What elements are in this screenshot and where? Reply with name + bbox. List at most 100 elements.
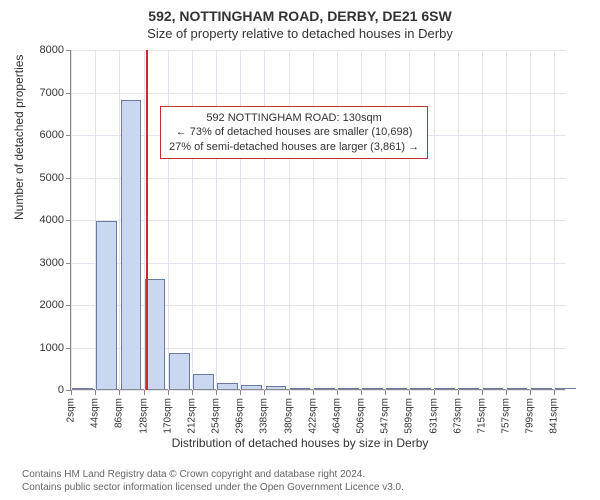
xtick-label: 589sqm [404, 398, 415, 434]
gridline-h [71, 390, 566, 391]
histogram-bar [434, 388, 455, 389]
histogram-bar [410, 388, 431, 389]
xtick [385, 390, 386, 395]
gridline-v [71, 50, 72, 390]
gridline-v [458, 50, 459, 390]
ytick-label: 2000 [24, 299, 64, 311]
xtick [458, 390, 459, 395]
xtick-label: 296sqm [235, 398, 246, 434]
annotation-box: 592 NOTTINGHAM ROAD: 130sqm ← 73% of det… [160, 106, 428, 159]
xtick-label: 212sqm [186, 398, 197, 434]
histogram-bar [121, 100, 142, 389]
gridline-v [530, 50, 531, 390]
gridline-v [385, 50, 386, 390]
gridline-v [434, 50, 435, 390]
xtick-label: 506sqm [356, 398, 367, 434]
ytick-label: 4000 [24, 214, 64, 226]
xtick-label: 631sqm [428, 398, 439, 434]
xtick-label: 2sqm [66, 398, 77, 422]
xtick [313, 390, 314, 395]
xtick [482, 390, 483, 395]
xtick-label: 715sqm [476, 398, 487, 434]
xaxis-title: Distribution of detached houses by size … [0, 436, 600, 450]
xtick-label: 44sqm [90, 398, 101, 428]
gridline-v [506, 50, 507, 390]
annotation-line2: ← 73% of detached houses are smaller (10… [169, 125, 419, 139]
gridline-v [216, 50, 217, 390]
plot-area: 2sqm44sqm86sqm128sqm170sqm212sqm254sqm29… [70, 50, 565, 390]
histogram-bar [386, 388, 407, 389]
gridline-v [554, 50, 555, 390]
histogram-bar [362, 388, 383, 389]
xtick [168, 390, 169, 395]
xtick-label: 757sqm [501, 398, 512, 434]
annotation-line3: 27% of semi-detached houses are larger (… [169, 140, 419, 154]
gridline-v [264, 50, 265, 390]
histogram-bar [483, 388, 504, 389]
xtick [71, 390, 72, 395]
ytick-label: 0 [24, 384, 64, 396]
annotation-line1: 592 NOTTINGHAM ROAD: 130sqm [169, 111, 419, 125]
histogram-bar [241, 385, 262, 389]
xtick-label: 380sqm [283, 398, 294, 434]
plot-wrap: 2sqm44sqm86sqm128sqm170sqm212sqm254sqm29… [70, 50, 565, 390]
ytick-label: 7000 [24, 87, 64, 99]
histogram-bar [458, 388, 479, 389]
xtick-label: 673sqm [452, 398, 463, 434]
histogram-bar [314, 388, 335, 389]
xtick-label: 170sqm [162, 398, 173, 434]
gridline-v [337, 50, 338, 390]
ytick-label: 5000 [24, 172, 64, 184]
xtick [289, 390, 290, 395]
page-title: 592, NOTTINGHAM ROAD, DERBY, DE21 6SW [0, 0, 600, 24]
gridline-v [482, 50, 483, 390]
gridline-v [313, 50, 314, 390]
credits-line1: Contains HM Land Registry data © Crown c… [22, 468, 404, 481]
xtick [264, 390, 265, 395]
xtick [240, 390, 241, 395]
histogram-bar [72, 388, 93, 389]
xtick [144, 390, 145, 395]
ytick-label: 1000 [24, 342, 64, 354]
xtick [119, 390, 120, 395]
xtick-label: 86sqm [114, 398, 125, 428]
ytick-label: 3000 [24, 257, 64, 269]
xtick [434, 390, 435, 395]
histogram-bar [96, 221, 117, 389]
histogram-bar [507, 388, 528, 389]
xtick [554, 390, 555, 395]
xtick-label: 422sqm [307, 398, 318, 434]
xtick-label: 254sqm [211, 398, 222, 434]
ytick-label: 6000 [24, 129, 64, 141]
xtick-label: 464sqm [331, 398, 342, 434]
xtick-label: 841sqm [549, 398, 560, 434]
xtick-label: 547sqm [380, 398, 391, 434]
xtick [95, 390, 96, 395]
gridline-v [240, 50, 241, 390]
xtick [409, 390, 410, 395]
reference-marker [146, 50, 148, 390]
chart-container: 592, NOTTINGHAM ROAD, DERBY, DE21 6SW Si… [0, 0, 600, 500]
gridline-v [289, 50, 290, 390]
xtick-label: 799sqm [525, 398, 536, 434]
histogram-bar [338, 388, 359, 389]
xtick-label: 338sqm [259, 398, 270, 434]
xtick [192, 390, 193, 395]
xtick [216, 390, 217, 395]
histogram-bar [290, 388, 311, 389]
histogram-bar [193, 374, 214, 389]
xtick [337, 390, 338, 395]
xtick [530, 390, 531, 395]
gridline-v [168, 50, 169, 390]
gridline-v [192, 50, 193, 390]
histogram-bar [531, 388, 552, 389]
xtick-label: 128sqm [138, 398, 149, 434]
xtick [506, 390, 507, 395]
gridline-v [361, 50, 362, 390]
xtick [361, 390, 362, 395]
chart-subtitle: Size of property relative to detached ho… [0, 24, 600, 41]
ytick-label: 8000 [24, 44, 64, 56]
gridline-v [409, 50, 410, 390]
histogram-bar [555, 388, 576, 389]
histogram-bar [217, 383, 238, 389]
